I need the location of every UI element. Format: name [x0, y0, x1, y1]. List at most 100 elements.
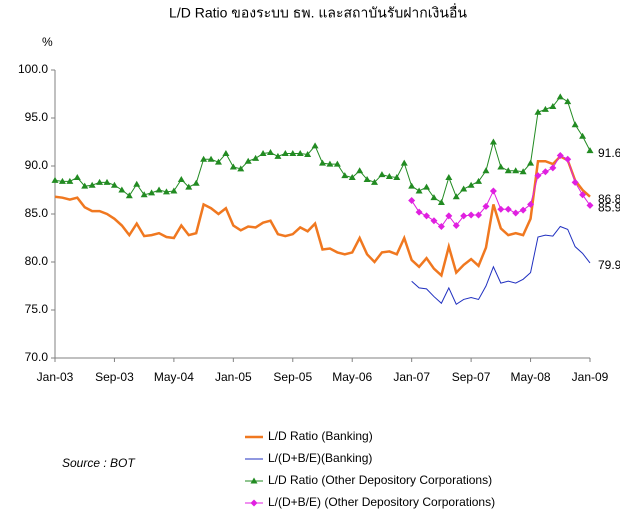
- end-label: 79.9: [598, 258, 620, 272]
- data-point: [475, 177, 483, 184]
- data-point: [564, 155, 572, 163]
- data-point: [467, 181, 475, 188]
- y-tick-label: 75.0: [25, 302, 49, 316]
- data-point: [445, 174, 453, 181]
- data-point: [237, 165, 245, 172]
- x-tick-label: Sep-05: [273, 370, 312, 384]
- chart-title: L/D Ratio ของระบบ ธพ. และสถาบันรับฝากเงิ…: [169, 4, 467, 21]
- data-point: [408, 182, 416, 189]
- legend-label: L/(D+B/E)(Banking): [268, 451, 372, 465]
- legend-label: L/(D+B/E) (Other Depository Corporations…: [268, 495, 495, 509]
- data-point: [430, 217, 438, 225]
- x-tick-label: Jan-03: [37, 370, 74, 384]
- data-point: [289, 150, 297, 157]
- data-point: [185, 183, 193, 190]
- data-point: [475, 211, 483, 219]
- data-point: [504, 167, 512, 174]
- data-point: [326, 160, 334, 167]
- data-point: [103, 178, 111, 185]
- legend-label: L/D Ratio (Banking): [268, 429, 373, 443]
- data-point: [579, 132, 587, 139]
- data-point: [96, 178, 104, 185]
- data-point: [88, 181, 96, 188]
- series-line: [54, 154, 591, 278]
- x-tick-label: May-06: [332, 370, 372, 384]
- data-point: [162, 188, 170, 195]
- data-point: [110, 181, 118, 188]
- data-point: [266, 149, 274, 156]
- data-point: [66, 177, 74, 184]
- data-point: [460, 212, 468, 220]
- data-point: [489, 138, 497, 145]
- data-point: [586, 201, 594, 209]
- data-point: [214, 158, 222, 165]
- series-line: [411, 225, 591, 305]
- data-point: [415, 187, 423, 194]
- y-tick-label: 90.0: [25, 158, 49, 172]
- data-point: [125, 192, 133, 199]
- data-point: [519, 168, 527, 175]
- data-point: [512, 167, 520, 174]
- data-point: [363, 175, 371, 182]
- data-point: [207, 155, 215, 162]
- data-point: [423, 212, 431, 220]
- data-point: [200, 155, 208, 162]
- data-point: [556, 151, 564, 159]
- legend-marker: [250, 477, 258, 484]
- legend-label: L/D Ratio (Other Depository Corporations…: [268, 473, 492, 487]
- data-point: [140, 191, 148, 198]
- data-point: [452, 193, 460, 200]
- data-point: [571, 178, 579, 186]
- data-point: [333, 160, 341, 167]
- data-point: [378, 171, 386, 178]
- data-point: [541, 105, 549, 112]
- data-point: [527, 159, 535, 166]
- x-tick-label: Sep-03: [95, 370, 134, 384]
- data-point: [341, 172, 349, 179]
- x-tick-label: Jan-05: [215, 370, 252, 384]
- data-point: [415, 208, 423, 216]
- data-point: [437, 198, 445, 205]
- data-point: [541, 168, 549, 176]
- data-point: [586, 147, 594, 154]
- data-point: [393, 174, 401, 181]
- data-point: [81, 182, 89, 189]
- y-tick-label: 70.0: [25, 350, 49, 364]
- data-point: [281, 150, 289, 157]
- data-point: [460, 185, 468, 192]
- x-tick-label: Jan-07: [393, 370, 430, 384]
- x-tick-label: May-04: [154, 370, 194, 384]
- data-point: [467, 211, 475, 219]
- data-point: [423, 183, 431, 190]
- data-point: [348, 174, 356, 181]
- x-tick-label: May-08: [511, 370, 551, 384]
- y-tick-label: 85.0: [25, 206, 49, 220]
- data-point: [504, 205, 512, 213]
- data-point: [512, 209, 520, 217]
- data-point: [118, 186, 126, 193]
- x-tick-label: Jan-09: [572, 370, 609, 384]
- data-point: [51, 176, 59, 183]
- data-point: [319, 159, 326, 166]
- y-tick-label: 80.0: [25, 254, 49, 268]
- end-label: 91.6: [598, 146, 620, 160]
- data-point: [549, 102, 557, 109]
- y-tick-label: 100.0: [18, 62, 48, 76]
- data-point: [527, 200, 535, 208]
- data-point: [274, 152, 282, 159]
- data-point: [177, 175, 185, 182]
- data-point: [534, 172, 542, 180]
- data-point: [564, 98, 572, 105]
- data-point: [549, 164, 557, 172]
- data-point: [579, 191, 587, 199]
- end-label: 86.8: [598, 192, 620, 206]
- data-point: [229, 163, 237, 170]
- data-point: [252, 154, 260, 161]
- source-note: Source : BOT: [62, 456, 136, 470]
- data-point: [437, 222, 445, 230]
- data-point: [445, 212, 453, 220]
- data-point: [430, 194, 438, 201]
- data-point: [556, 93, 564, 100]
- data-point: [356, 167, 364, 174]
- data-point: [192, 179, 200, 186]
